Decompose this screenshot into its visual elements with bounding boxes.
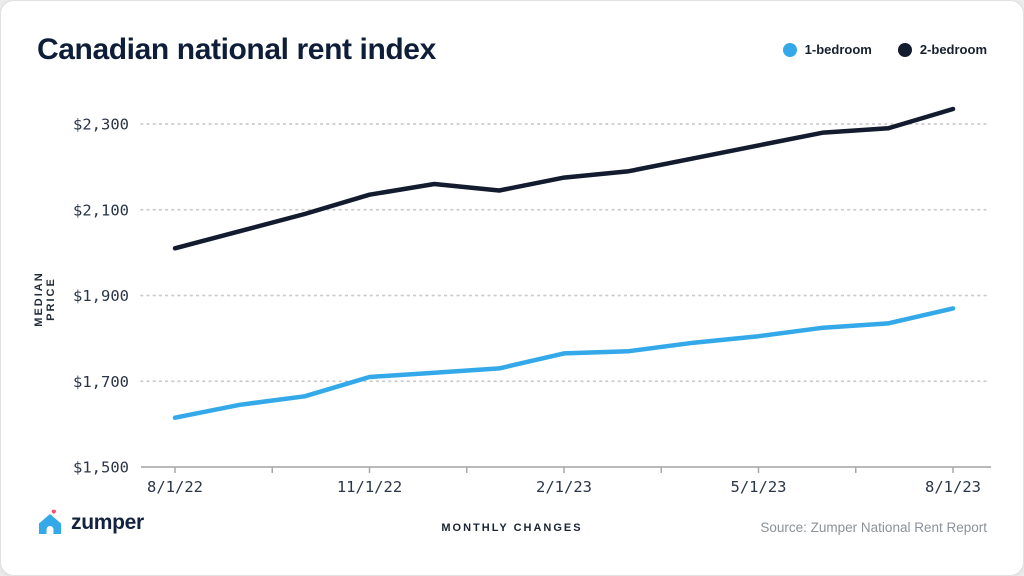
y-tick-label: $2,100	[73, 201, 129, 219]
legend-label: 1-bedroom	[804, 42, 872, 57]
x-axis-label: MONTHLY CHANGES	[441, 522, 583, 534]
logo-text: zumper	[71, 510, 144, 534]
page-title: Canadian national rent index	[37, 33, 436, 66]
x-tick-label: 8/1/23	[925, 478, 981, 496]
x-tick-label: 11/1/22	[337, 478, 402, 496]
legend-item-1-bedroom: 1-bedroom	[782, 42, 872, 57]
series-line-2-bedroom	[172, 106, 956, 251]
y-tick-label: $1,900	[73, 287, 129, 305]
y-axis-label: MEDIAN PRICE	[33, 271, 57, 327]
y-tick-label: $2,300	[73, 116, 129, 134]
legend-item-2-bedroom: 2-bedroom	[897, 42, 987, 57]
source-attribution: Source: Zumper National Rent Report	[760, 520, 987, 535]
x-tick-label: 5/1/23	[731, 478, 787, 496]
x-tick-label: 8/1/22	[147, 478, 203, 496]
x-tick-label: 2/1/23	[536, 478, 592, 496]
series-line-1-bedroom	[172, 306, 956, 420]
legend-dot-2-bedroom	[897, 42, 912, 57]
house-icon	[39, 509, 61, 534]
zumper-logo: zumper	[37, 509, 144, 536]
y-tick-label: $1,500	[73, 459, 129, 477]
legend-dot-1-bedroom	[782, 42, 797, 57]
legend: 1-bedroom 2-bedroom	[782, 42, 987, 57]
y-tick-label: $1,700	[73, 373, 129, 391]
legend-label: 2-bedroom	[919, 42, 987, 57]
